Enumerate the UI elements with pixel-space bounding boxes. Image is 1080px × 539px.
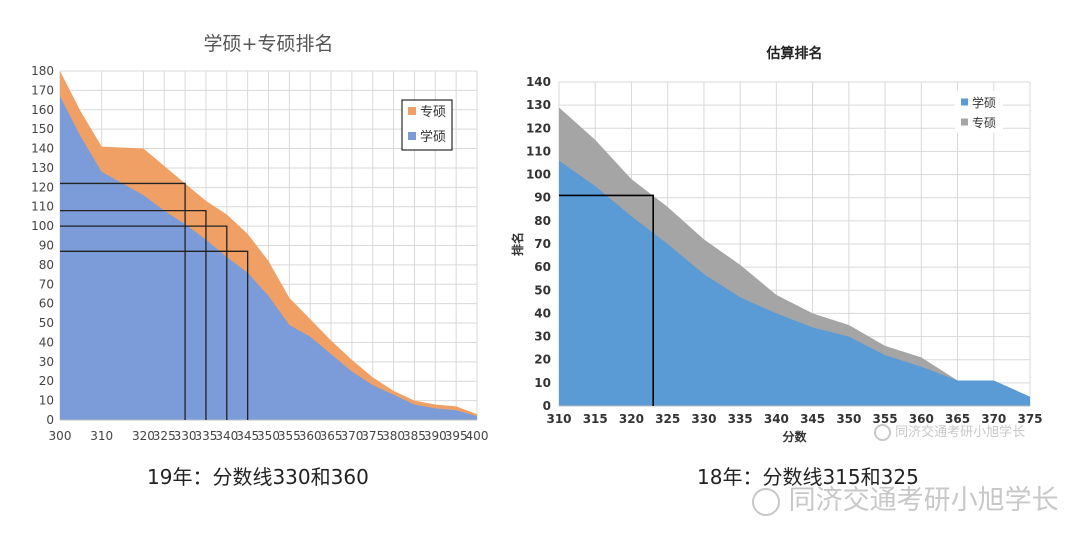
legend-swatch (408, 132, 416, 140)
x-tick-label: 325 (655, 412, 680, 426)
legend-label: 专硕 (972, 115, 996, 130)
legend-box (955, 91, 1003, 133)
guide-line (60, 209, 207, 420)
x-tick-label: 300 (49, 429, 72, 443)
legend-label: 专硕 (420, 105, 446, 120)
y-tick-label: 50 (39, 316, 54, 330)
y-tick-label: 80 (39, 258, 54, 272)
x-tick-label: 340 (215, 429, 238, 443)
y-tick-label: 140 (526, 75, 551, 89)
x-tick-label: 310 (90, 429, 113, 443)
series-area-xueshuo (60, 96, 477, 420)
legend-swatch (408, 107, 416, 115)
y-tick-label: 30 (39, 355, 54, 369)
y-tick-label: 170 (31, 83, 54, 97)
x-tick-label: 360 (909, 412, 934, 426)
caption-right: 18年：分数线315和325 (697, 465, 919, 489)
guide-line (60, 250, 249, 420)
y-tick-label: 180 (31, 64, 54, 78)
y-tick-label: 50 (534, 283, 551, 297)
watermark-small: 同济交通考研小旭学长 (874, 421, 1025, 441)
y-tick-label: 90 (534, 191, 551, 205)
y-tick-label: 130 (526, 98, 551, 112)
y-tick-label: 160 (31, 103, 54, 117)
chart-title: 学硕+专硕排名 (204, 33, 334, 55)
y-tick-label: 10 (39, 394, 54, 408)
x-tick-label: 375 (1017, 412, 1042, 426)
y-axis-label: 排名 (510, 232, 525, 256)
watermark-small-text: 同济交通考研小旭学长 (895, 425, 1026, 440)
x-tick-label: 350 (257, 429, 280, 443)
x-tick-label: 370 (340, 429, 363, 443)
y-tick-label: 150 (31, 122, 54, 136)
guide-line (559, 194, 655, 406)
y-tick-label: 60 (39, 297, 54, 311)
wechat-icon (752, 487, 780, 516)
x-tick-label: 375 (361, 429, 384, 443)
y-tick-label: 140 (31, 142, 54, 156)
y-tick-label: 110 (31, 200, 54, 214)
guide-line (60, 182, 186, 420)
y-tick-label: 130 (31, 161, 54, 175)
x-tick-label: 380 (382, 429, 405, 443)
x-tick-label: 320 (132, 429, 155, 443)
watermark-large: 同济交通考研小旭学长 (752, 478, 1059, 517)
y-tick-label: 0 (543, 399, 551, 413)
legend-label: 学硕 (420, 129, 446, 145)
legend-label: 学硕 (972, 95, 996, 110)
guide-line (60, 225, 228, 420)
x-tick-label: 335 (728, 412, 753, 426)
y-tick-label: 80 (534, 214, 551, 228)
y-tick-label: 100 (526, 168, 551, 182)
x-tick-label: 325 (153, 429, 176, 443)
y-tick-label: 10 (534, 376, 551, 390)
x-tick-label: 355 (873, 412, 898, 426)
x-tick-label: 350 (836, 412, 861, 426)
y-tick-label: 90 (39, 239, 54, 253)
x-tick-label: 355 (278, 429, 301, 443)
y-tick-label: 30 (534, 330, 551, 344)
x-tick-label: 345 (800, 412, 825, 426)
legend-swatch (961, 118, 968, 126)
x-tick-label: 345 (236, 429, 259, 443)
y-tick-label: 100 (31, 219, 54, 233)
legend-swatch (961, 98, 968, 106)
y-tick-label: 60 (534, 260, 551, 274)
y-tick-label: 70 (534, 237, 551, 251)
x-tick-label: 330 (174, 429, 197, 443)
x-tick-label: 400 (466, 429, 489, 443)
y-tick-label: 40 (39, 335, 54, 349)
y-tick-label: 120 (526, 121, 551, 135)
x-tick-label: 365 (945, 412, 970, 426)
x-tick-label: 315 (583, 412, 608, 426)
watermark-large-text: 同济交通考研小旭学长 (788, 485, 1059, 516)
y-tick-label: 0 (46, 413, 54, 427)
series-area-xueshuo (559, 160, 1030, 406)
x-tick-label: 360 (299, 429, 322, 443)
chart-title: 估算排名 (766, 45, 823, 62)
y-tick-label: 20 (534, 353, 551, 367)
wechat-icon (874, 424, 891, 441)
x-tick-label: 365 (320, 429, 343, 443)
chart-right: 估算排名 310 315 320 325 330 335 340 345 350 355 360 365… (510, 45, 1043, 444)
x-tick-label: 310 (546, 412, 571, 426)
y-tick-label: 20 (39, 374, 54, 388)
x-axis-label: 分数 (782, 429, 807, 444)
y-tick-label: 120 (31, 180, 54, 194)
x-tick-label: 320 (619, 412, 644, 426)
x-tick-label: 370 (981, 412, 1006, 426)
x-tick-label: 340 (764, 412, 789, 426)
x-tick-label: 395 (445, 429, 468, 443)
x-tick-label: 390 (424, 429, 447, 443)
y-tick-label: 40 (534, 306, 551, 320)
x-tick-label: 330 (691, 412, 716, 426)
caption-left: 19年：分数线330和360 (147, 465, 369, 489)
y-tick-label: 70 (39, 277, 54, 291)
x-tick-label: 385 (403, 429, 426, 443)
x-tick-label: 335 (194, 429, 217, 443)
y-tick-label: 110 (526, 144, 551, 158)
